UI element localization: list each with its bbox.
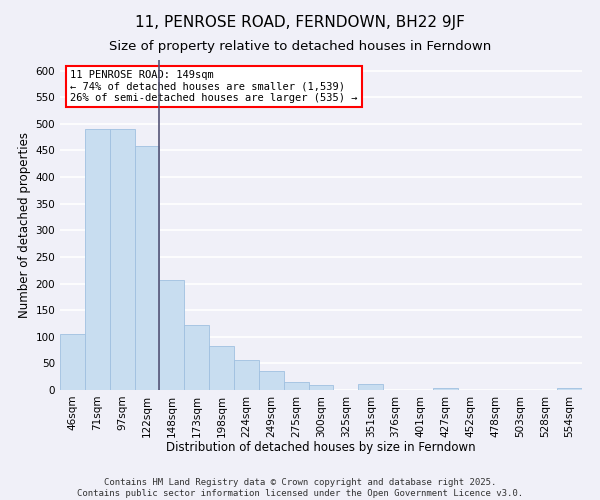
- Text: Size of property relative to detached houses in Ferndown: Size of property relative to detached ho…: [109, 40, 491, 53]
- Bar: [209, 346, 234, 390]
- Bar: [60, 334, 85, 390]
- Bar: [160, 280, 184, 390]
- Bar: [358, 384, 383, 390]
- Bar: [184, 325, 209, 390]
- Y-axis label: Number of detached properties: Number of detached properties: [18, 132, 31, 318]
- Bar: [134, 146, 160, 390]
- Bar: [259, 371, 284, 390]
- Bar: [308, 384, 334, 390]
- Bar: [557, 388, 582, 390]
- X-axis label: Distribution of detached houses by size in Ferndown: Distribution of detached houses by size …: [166, 441, 476, 454]
- Bar: [234, 360, 259, 390]
- Bar: [284, 382, 308, 390]
- Bar: [85, 129, 110, 390]
- Bar: [110, 129, 134, 390]
- Bar: [433, 388, 458, 390]
- Text: 11 PENROSE ROAD: 149sqm
← 74% of detached houses are smaller (1,539)
26% of semi: 11 PENROSE ROAD: 149sqm ← 74% of detache…: [70, 70, 358, 103]
- Text: 11, PENROSE ROAD, FERNDOWN, BH22 9JF: 11, PENROSE ROAD, FERNDOWN, BH22 9JF: [135, 15, 465, 30]
- Text: Contains HM Land Registry data © Crown copyright and database right 2025.
Contai: Contains HM Land Registry data © Crown c…: [77, 478, 523, 498]
